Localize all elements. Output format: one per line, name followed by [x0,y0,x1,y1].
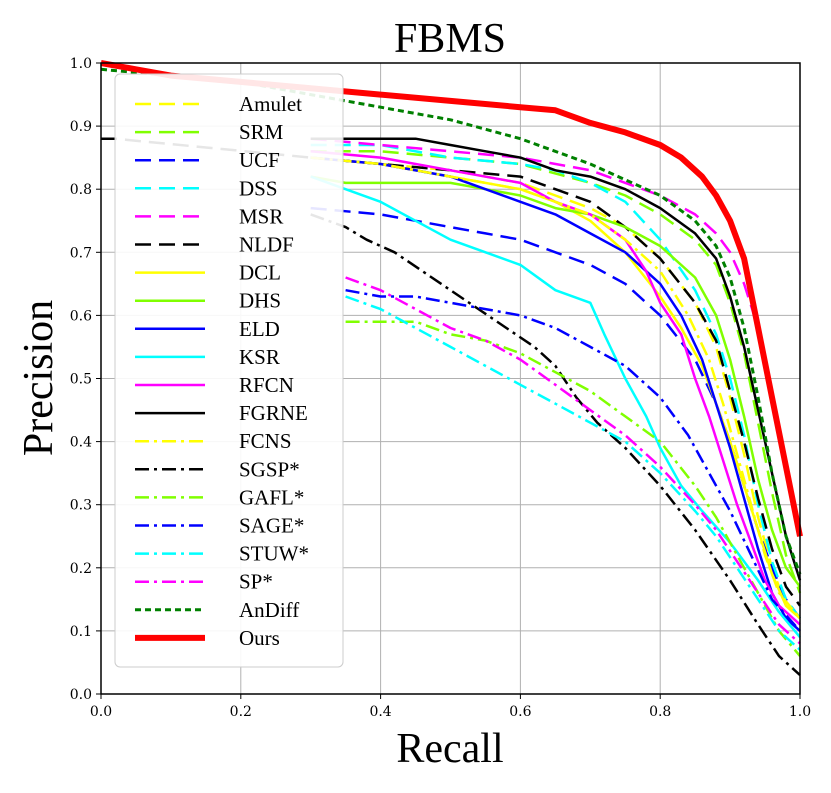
x-tick-label: 0.0 [90,704,112,720]
series-line-sgsp [310,213,801,677]
legend: Amulet SRM UCF DSS MSR NLDF DCL DHS ELD KSR RFCN FG… [114,73,344,668]
y-tick-label: 0.3 [70,498,92,514]
legend-label: SP* [239,570,273,594]
legend-label: ELD [239,317,280,341]
x-tick-label: 0.8 [649,704,671,720]
y-tick-label: 0.7 [70,245,92,261]
y-tick-label: 0.2 [70,561,92,577]
y-tick-label: 0.6 [70,308,92,324]
axis-ticks: 0.0 0.2 0.4 0.6 0.8 1.0 0.0 0.1 0.2 0.3 0.4 0.5 0.6 0… [70,56,811,720]
legend-label: Ours [239,626,280,650]
legend-label: DCL [239,261,281,285]
series-line-gafl [345,320,801,657]
y-tick-label: 0.1 [70,624,92,640]
x-axis-label: Recall [396,726,503,772]
y-tick-label: 0.8 [70,182,92,198]
y-tick-label: 0.0 [70,687,92,703]
legend-label: NLDF [239,233,294,257]
series-line-dcl [310,156,801,620]
x-tick-label: 0.6 [509,704,531,720]
legend-label: RFCN [239,373,294,397]
series-layer [100,60,803,677]
legend-label: KSR [239,345,280,369]
legend-label: FCNS [239,429,292,453]
series-line-dss [310,143,802,620]
x-tick-label: 0.2 [230,704,252,720]
series-line-fcns [310,156,801,620]
legend-label: AnDiff [239,598,299,622]
legend-label: Amulet [239,92,302,116]
series-line-sp [345,276,801,645]
series-line-fgrne [310,137,802,581]
legend-box [114,73,344,668]
legend-label: FGRNE [239,401,308,425]
legend-label: MSR [239,204,283,228]
legend-label: SRM [239,120,284,144]
legend-label: SGSP* [239,457,300,481]
y-tick-label: 0.4 [70,435,92,451]
legend-label: GAFL* [239,485,304,509]
series-line-rfcn [310,150,801,626]
legend-label: STUW* [239,542,309,566]
series-line-sage [345,288,801,632]
y-tick-label: 0.9 [70,119,92,135]
series-line-eld [310,156,801,632]
y-tick-label: 0.5 [70,372,92,388]
y-axis-label: Precision [16,300,62,456]
series-line-ucf [310,206,802,620]
chart-title: FBMS [394,16,506,62]
legend-label: DHS [239,289,281,313]
y-tick-label: 1.0 [70,56,92,72]
series-line-dhs [310,175,802,588]
x-tick-label: 1.0 [789,704,811,720]
x-tick-label: 0.4 [369,704,391,720]
legend-label: UCF [239,148,280,172]
legend-label: DSS [239,176,278,200]
legend-label: SAGE* [239,514,304,538]
